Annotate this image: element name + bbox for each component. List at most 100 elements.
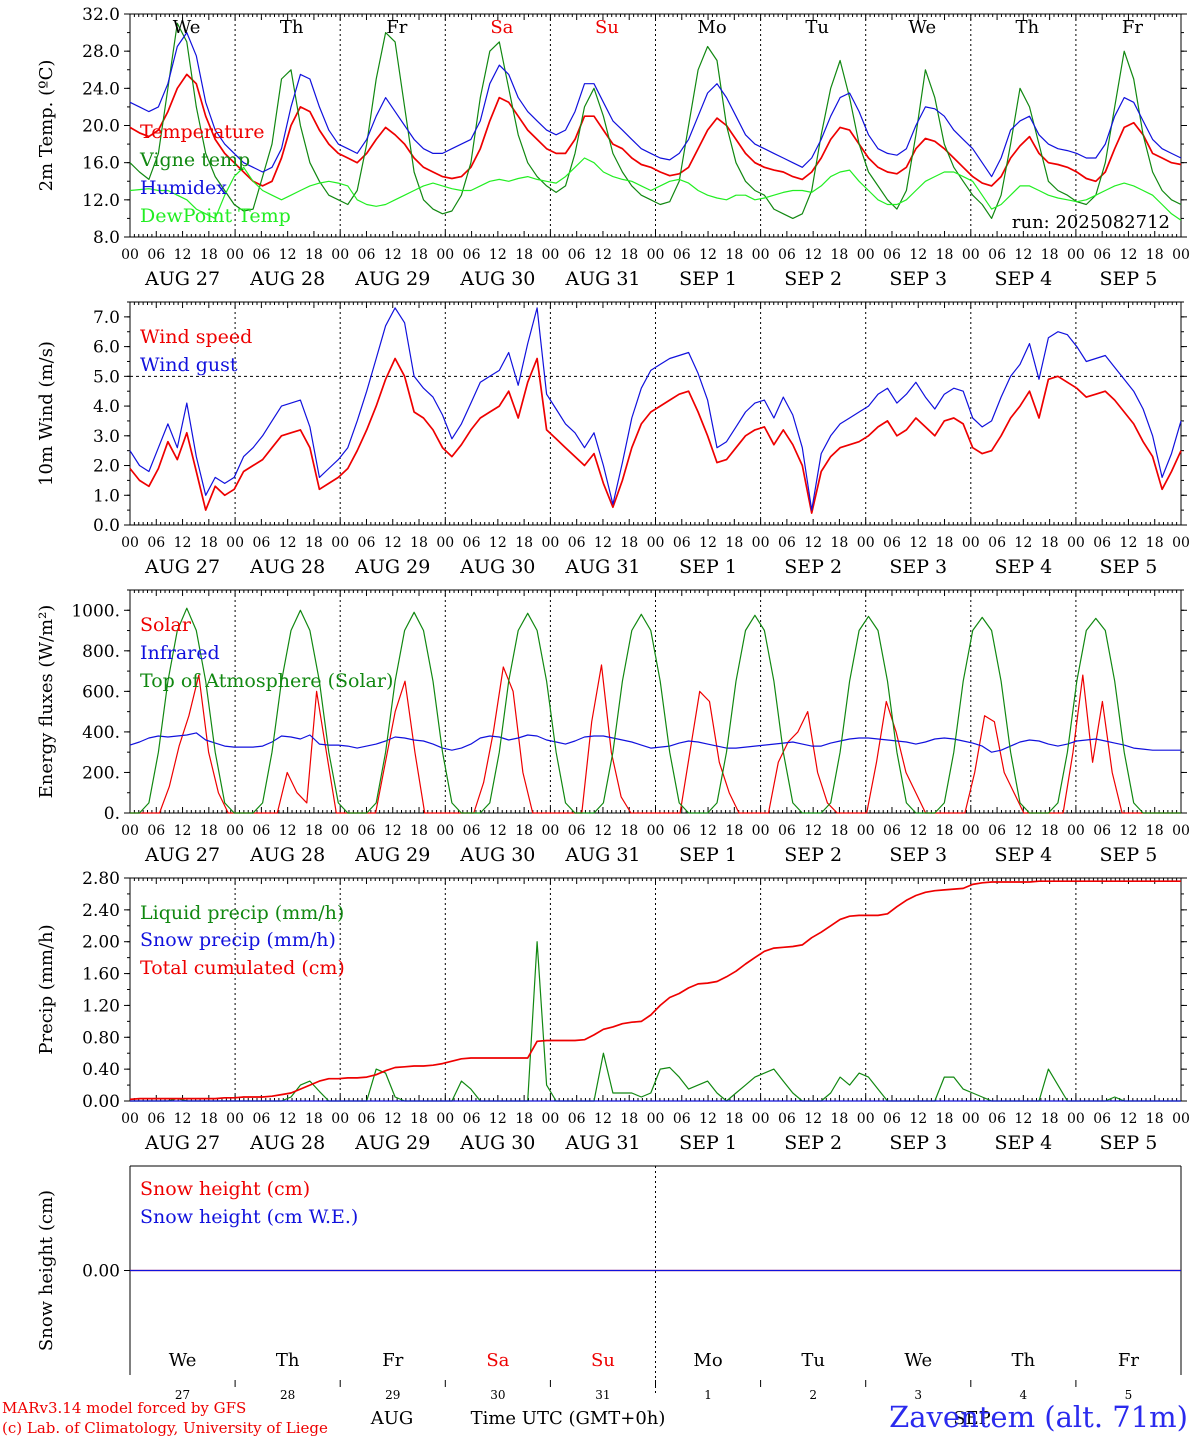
hour-tick-label: 06 bbox=[673, 1111, 691, 1127]
y-tick-label: 0.80 bbox=[82, 1028, 120, 1048]
hour-tick-label: 12 bbox=[1120, 535, 1138, 551]
hour-tick-label: 00 bbox=[226, 1111, 244, 1127]
hour-tick-label: 12 bbox=[279, 247, 297, 263]
hour-tick-label: 06 bbox=[988, 535, 1006, 551]
series-wind-gust bbox=[129, 307, 1182, 511]
hour-tick-label: 06 bbox=[252, 535, 270, 551]
hour-tick-label: 12 bbox=[594, 1111, 612, 1127]
hour-tick-label: 06 bbox=[568, 823, 586, 839]
hour-tick-label: 12 bbox=[1014, 1111, 1032, 1127]
hour-tick-label: 00 bbox=[857, 247, 875, 263]
panel-snow: 0.00 Snow height (cm) Snow height (cm) Snow… bbox=[36, 1165, 1182, 1393]
hour-tick-label: 00 bbox=[752, 823, 770, 839]
weekday-label: We bbox=[169, 1350, 197, 1371]
weekday-label: We bbox=[173, 17, 201, 38]
hour-tick-label: 00 bbox=[436, 1111, 454, 1127]
y-tick-label: 32.0 bbox=[82, 5, 120, 25]
hour-tick-label: 00 bbox=[226, 823, 244, 839]
series-dewpoint-temp bbox=[129, 157, 1182, 221]
hour-tick-label: 00 bbox=[436, 247, 454, 263]
date-label: SEP 4 bbox=[994, 556, 1052, 578]
hour-tick-label: 06 bbox=[147, 1111, 165, 1127]
y-tick-label: 1.60 bbox=[82, 965, 120, 985]
date-label: AUG 30 bbox=[459, 556, 535, 578]
weekday-label: Fr bbox=[382, 1350, 403, 1371]
y-axis-label: Precip (mm/h) bbox=[36, 924, 57, 1054]
date-label: AUG 30 bbox=[459, 1132, 535, 1154]
series-infrared bbox=[129, 732, 1181, 753]
y-tick-label: 16.0 bbox=[82, 154, 120, 174]
hour-tick-label: 12 bbox=[384, 247, 402, 263]
hour-tick-label: 06 bbox=[463, 1111, 481, 1127]
y-tick-label: 4.0 bbox=[93, 397, 120, 417]
y-axis-label: Snow height (cm) bbox=[36, 1190, 57, 1351]
legend-humidex: Humidex bbox=[140, 177, 227, 199]
hour-tick-label: 00 bbox=[962, 823, 980, 839]
day-number: 30 bbox=[490, 1388, 505, 1402]
hour-tick-label: 00 bbox=[752, 247, 770, 263]
weekday-label: Th bbox=[276, 1350, 300, 1371]
hour-tick-label: 18 bbox=[515, 823, 533, 839]
date-label: AUG 28 bbox=[249, 556, 325, 578]
series-wind-speed bbox=[129, 357, 1182, 514]
hour-tick-label: 18 bbox=[200, 247, 218, 263]
hour-tick-label: 18 bbox=[936, 247, 954, 263]
hour-tick-label: 06 bbox=[147, 823, 165, 839]
hour-tick-label: 18 bbox=[1146, 1111, 1164, 1127]
hour-tick-label: 06 bbox=[463, 823, 481, 839]
legend-snow-height-cm-: Snow height (cm) bbox=[140, 1178, 310, 1200]
hour-tick-label: 12 bbox=[594, 823, 612, 839]
hour-tick-label: 18 bbox=[410, 1111, 428, 1127]
hour-tick-label: 00 bbox=[331, 247, 349, 263]
hour-tick-label: 18 bbox=[1146, 535, 1164, 551]
hour-tick-label: 12 bbox=[699, 247, 717, 263]
hour-tick-label: 18 bbox=[305, 247, 323, 263]
series-vigne-temp bbox=[129, 22, 1182, 219]
hour-tick-label: 18 bbox=[515, 1111, 533, 1127]
legend-temperature: Temperature bbox=[140, 121, 264, 143]
hour-tick-label: 00 bbox=[121, 535, 139, 551]
hour-tick-label: 12 bbox=[384, 535, 402, 551]
date-label: SEP 5 bbox=[1100, 556, 1158, 578]
y-tick-label: 0.0 bbox=[93, 516, 120, 536]
hour-tick-label: 18 bbox=[936, 1111, 954, 1127]
hour-tick-label: 00 bbox=[331, 535, 349, 551]
hour-tick-label: 18 bbox=[620, 1111, 638, 1127]
date-label: SEP 2 bbox=[784, 268, 842, 290]
hour-tick-label: 12 bbox=[384, 823, 402, 839]
weekday-label: Fr bbox=[386, 17, 407, 38]
hour-tick-label: 06 bbox=[883, 1111, 901, 1127]
hour-tick-label: 00 bbox=[541, 823, 559, 839]
day-number: 1 bbox=[704, 1388, 712, 1402]
hour-tick-label: 06 bbox=[1093, 1111, 1111, 1127]
hour-tick-label: 06 bbox=[568, 535, 586, 551]
hour-tick-label: 00 bbox=[541, 247, 559, 263]
hour-tick-label: 06 bbox=[252, 1111, 270, 1127]
y-tick-label: 3.0 bbox=[93, 427, 120, 447]
hour-tick-label: 18 bbox=[1041, 1111, 1059, 1127]
day-number: 28 bbox=[280, 1388, 295, 1402]
weekday-label: Fr bbox=[1122, 17, 1143, 38]
station-label: Zaventem (alt. 71m) bbox=[889, 1400, 1188, 1434]
hour-tick-label: 06 bbox=[883, 247, 901, 263]
hour-tick-label: 00 bbox=[121, 1111, 139, 1127]
hour-tick-label: 00 bbox=[647, 1111, 665, 1127]
y-tick-label: 2.40 bbox=[82, 901, 120, 921]
weekday-label: Th bbox=[1012, 1350, 1036, 1371]
y-tick-label: 1.20 bbox=[82, 996, 120, 1016]
hour-tick-label: 18 bbox=[410, 535, 428, 551]
date-label: AUG 31 bbox=[564, 1132, 640, 1154]
hour-tick-label: 12 bbox=[1014, 823, 1032, 839]
y-tick-label: 600. bbox=[82, 682, 120, 702]
hour-tick-label: 00 bbox=[1172, 1111, 1190, 1127]
hour-tick-label: 12 bbox=[1014, 535, 1032, 551]
hour-tick-label: 06 bbox=[778, 823, 796, 839]
date-label: AUG 28 bbox=[249, 268, 325, 290]
hour-tick-label: 12 bbox=[594, 535, 612, 551]
hour-tick-label: 18 bbox=[515, 247, 533, 263]
hour-tick-label: 18 bbox=[831, 1111, 849, 1127]
date-label: SEP 1 bbox=[679, 1132, 737, 1154]
hour-tick-label: 12 bbox=[174, 247, 192, 263]
date-label: AUG 31 bbox=[564, 556, 640, 578]
